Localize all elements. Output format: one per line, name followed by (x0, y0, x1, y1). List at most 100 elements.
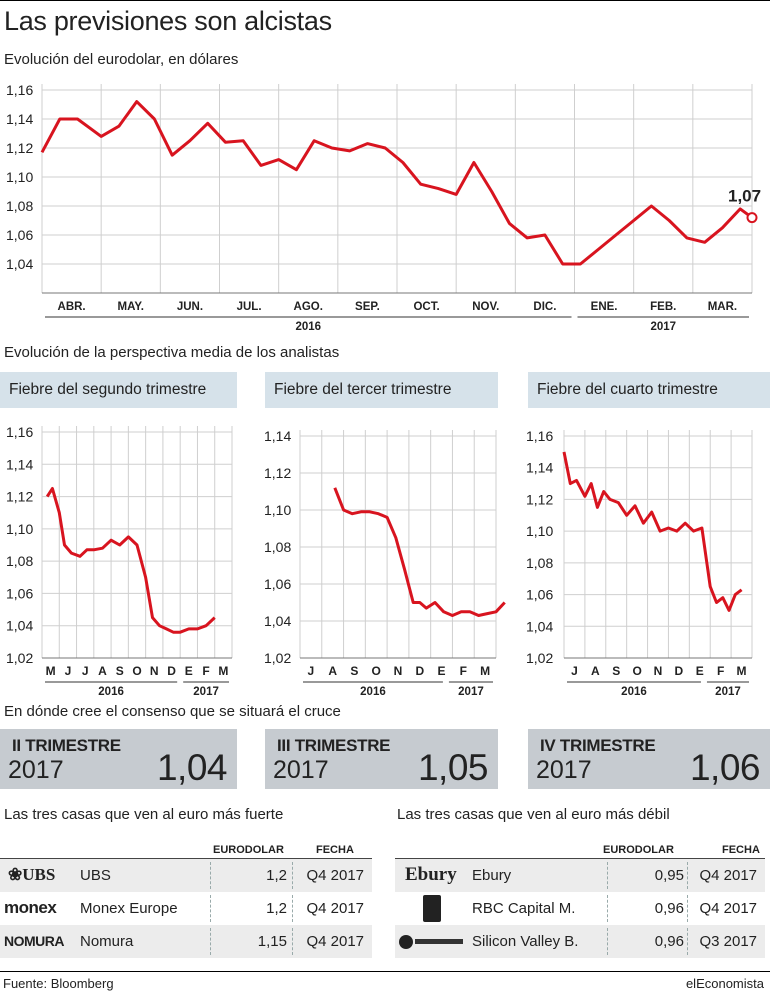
y-tick-label: 1,02 (526, 650, 553, 666)
x-tick-label: S (612, 664, 620, 678)
col-header-fecha: FECHA (722, 844, 760, 856)
chart-q2: 1,161,141,121,101,081,061,041,02M J J A S O N D… (6, 424, 233, 698)
x-tick-label: NOV. (472, 301, 499, 313)
table-row: ❀UBS UBS 1,2 Q4 2017 (0, 859, 372, 892)
last-point-marker (746, 212, 758, 224)
x-tick-label: O (372, 664, 381, 678)
y-tick-label: 1,14 (264, 428, 291, 444)
series-line-q2 (45, 487, 216, 634)
col-header-fecha: FECHA (316, 844, 354, 856)
consensus-value: 1,04 (156, 747, 228, 788)
year-label: 2017 (650, 321, 676, 333)
consensus-box-q4: IV TRIMESTRE 2017 1,06 (528, 729, 770, 789)
x-tick-label: J (82, 664, 89, 678)
row-date: Q4 2017 (306, 900, 364, 917)
col-header-eurodolar: EURODOLAR (603, 844, 674, 856)
divider (292, 895, 293, 922)
y-tick-label: 1,02 (6, 650, 33, 666)
row-name: Nomura (80, 933, 134, 950)
row-name: Silicon Valley B. (472, 933, 579, 950)
divider (210, 862, 211, 889)
x-tick-label: F (717, 664, 724, 678)
y-tick-label: 1,06 (6, 585, 33, 601)
divider (687, 895, 688, 922)
y-tick-label: 1,14 (526, 460, 553, 476)
panel-header-q2: Fiebre del segundo trimestre (0, 372, 237, 408)
x-tick-label: ABR. (58, 301, 86, 313)
y-tick-label: 1,06 (526, 587, 553, 603)
strong-subtitle: Las tres casas que ven al euro más fuert… (4, 806, 284, 823)
y-tick-label: 1,02 (264, 650, 291, 666)
x-tick-label: M (218, 664, 228, 678)
source-note: Fuente: Bloomberg (3, 976, 114, 991)
panel-header-q3: Fiebre del tercer trimestre (265, 372, 498, 408)
row-name: RBC Capital M. (472, 900, 576, 917)
table-row: Ebury Ebury 0,95 Q4 2017 (395, 859, 765, 892)
consensus-box-q2: II TRIMESTRE 2017 1,04 (0, 729, 237, 789)
y-tick-label: 1,08 (6, 198, 33, 214)
main-chart-subtitle: Evolución del eurodolar, en dólares (4, 51, 239, 68)
x-tick-label: ENE. (591, 301, 618, 313)
rbc-logo (423, 895, 441, 922)
x-tick-label: M (737, 664, 747, 678)
x-tick-label: N (150, 664, 159, 678)
y-tick-label: 1,10 (264, 502, 291, 518)
row-value: 0,95 (654, 867, 684, 884)
year-label: 2016 (98, 686, 124, 698)
row-value: 1,2 (266, 867, 287, 884)
x-tick-label: OCT. (413, 301, 439, 313)
consensus-subtitle: En dónde cree el consenso que se situará… (4, 703, 341, 720)
x-tick-label: A (98, 664, 107, 678)
x-tick-label: O (632, 664, 641, 678)
divider (607, 928, 608, 955)
x-tick-label: N (654, 664, 663, 678)
y-tick-label: 1,08 (6, 553, 33, 569)
divider (687, 862, 688, 889)
table-row: RBC Capital M. 0,96 Q4 2017 (395, 892, 765, 925)
row-date: Q4 2017 (306, 867, 364, 884)
y-tick-label: 1,04 (6, 256, 33, 272)
y-tick-label: 1,14 (6, 111, 33, 127)
table-row: NOMURA Nomura 1,15 Q4 2017 (0, 925, 372, 958)
divider (687, 928, 688, 955)
y-tick-label: 1,08 (526, 555, 553, 571)
y-tick-label: 1,10 (526, 523, 553, 539)
row-value: 1,2 (266, 900, 287, 917)
y-tick-label: 1,16 (6, 82, 33, 98)
year-label: 2016 (360, 686, 386, 698)
row-name: Ebury (472, 867, 512, 884)
table-row: Silicon Valley B. 0,96 Q3 2017 (395, 925, 765, 958)
x-tick-label: O (132, 664, 141, 678)
brand-label: elEconomista (685, 976, 764, 991)
x-tick-label: M (480, 664, 490, 678)
y-tick-label: 1,04 (6, 618, 33, 634)
page-title: Las previsiones son alcistas (4, 6, 332, 36)
x-tick-label: S (350, 664, 358, 678)
y-tick-label: 1,14 (6, 456, 33, 472)
x-tick-label: D (167, 664, 176, 678)
year-label: 2016 (621, 686, 647, 698)
y-tick-label: 1,12 (6, 489, 33, 505)
x-tick-label: N (394, 664, 403, 678)
table-row: monex Monex Europe 1,2 Q4 2017 (0, 892, 372, 925)
row-date: Q3 2017 (699, 933, 757, 950)
x-tick-label: JUL. (237, 301, 262, 313)
x-tick-label: FEB. (650, 301, 676, 313)
divider (292, 928, 293, 955)
y-tick-label: 1,04 (526, 618, 553, 634)
x-tick-label: M (46, 664, 56, 678)
x-tick-label: J (571, 664, 578, 678)
x-tick-label: MAY. (118, 301, 144, 313)
svb-logo-text (415, 939, 463, 944)
x-tick-label: D (675, 664, 684, 678)
y-tick-label: 1,04 (264, 613, 291, 629)
weak-subtitle: Las tres casas que ven al euro más débil (397, 806, 670, 823)
x-tick-label: A (328, 664, 337, 678)
year-label: 2016 (295, 321, 321, 333)
year-label: 2017 (193, 686, 219, 698)
nomura-logo: NOMURA (4, 933, 65, 949)
chart-q4: 1,16 1,14 1,12 1,10 1,08 1,06 1,04 1,02 J A S O N D E F… (526, 428, 753, 698)
consensus-label: IV TRIMESTRE (540, 736, 656, 755)
x-tick-label: E (696, 664, 704, 678)
x-tick-label: J (308, 664, 315, 678)
